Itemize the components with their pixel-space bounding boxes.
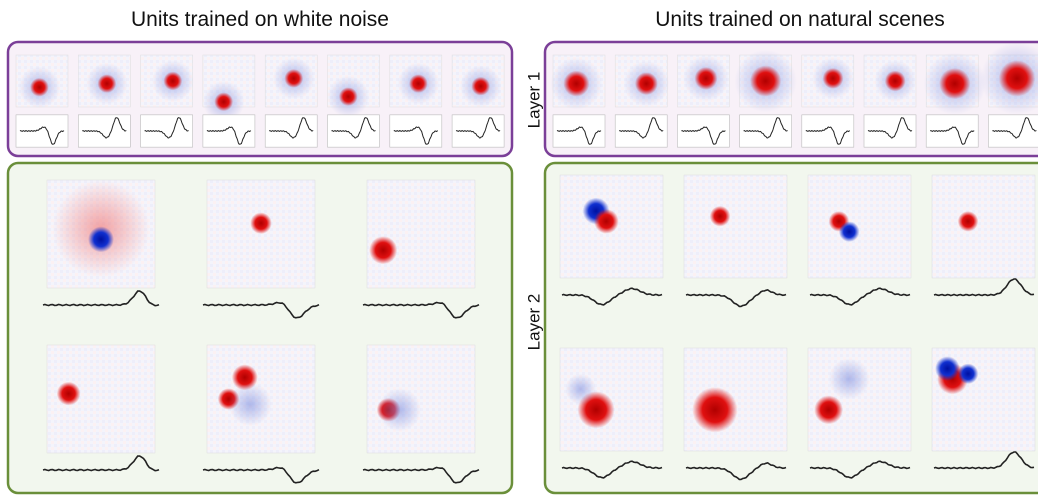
temporal-trace bbox=[202, 301, 320, 319]
rf-blob bbox=[214, 92, 234, 112]
receptive-field bbox=[807, 174, 912, 279]
temporal-trace bbox=[809, 460, 911, 479]
right-title: Units trained on natural scenes bbox=[655, 8, 945, 31]
rf-blob bbox=[97, 74, 117, 93]
rf-blob bbox=[694, 66, 718, 90]
rf-blob bbox=[939, 68, 971, 100]
temporal-trace bbox=[933, 278, 1035, 297]
rf-blob bbox=[828, 358, 870, 400]
rf-blob bbox=[634, 72, 658, 96]
layer2-box-right bbox=[543, 161, 1038, 495]
rf-blob bbox=[228, 382, 272, 426]
rf-blob bbox=[377, 388, 421, 432]
rf-blob bbox=[692, 387, 738, 433]
rf-blob bbox=[563, 70, 590, 97]
rf-blob bbox=[593, 208, 619, 234]
temporal-trace bbox=[362, 301, 480, 319]
rf-blob bbox=[957, 211, 979, 232]
receptive-field bbox=[366, 179, 476, 289]
rf-blob bbox=[471, 76, 491, 96]
rf-blob bbox=[30, 77, 49, 97]
temporal-trace bbox=[42, 290, 160, 307]
temporal-trace bbox=[42, 455, 160, 472]
rf-blob bbox=[884, 70, 906, 92]
temporal-trace bbox=[556, 126, 602, 145]
temporal-trace bbox=[867, 117, 913, 139]
temporal-trace bbox=[268, 117, 314, 139]
temporal-trace bbox=[805, 126, 851, 145]
temporal-trace bbox=[685, 462, 787, 481]
temporal-trace bbox=[144, 117, 189, 139]
layer1-box-left bbox=[6, 40, 514, 158]
rf-blob bbox=[369, 236, 398, 265]
rf-blob bbox=[409, 74, 428, 93]
temporal-trace bbox=[206, 126, 252, 145]
temporal-trace bbox=[331, 117, 376, 139]
temporal-trace bbox=[455, 117, 501, 139]
rf-blob bbox=[88, 226, 114, 253]
rf-blob bbox=[56, 381, 81, 406]
temporal-trace bbox=[618, 117, 664, 139]
rf-blob bbox=[284, 69, 304, 88]
rf-blob bbox=[822, 68, 844, 89]
rf-blob bbox=[250, 212, 272, 234]
rf-blob bbox=[565, 373, 597, 405]
rf-blob bbox=[998, 60, 1036, 97]
temporal-trace bbox=[393, 126, 439, 145]
temporal-trace bbox=[681, 126, 726, 145]
rf-blob bbox=[838, 221, 860, 242]
rf-blob bbox=[163, 71, 183, 91]
receptive-field bbox=[206, 179, 316, 289]
temporal-trace bbox=[929, 126, 975, 145]
rf-blob bbox=[935, 356, 960, 381]
temporal-trace bbox=[561, 287, 663, 306]
temporal-trace bbox=[362, 466, 480, 484]
temporal-trace bbox=[685, 289, 787, 308]
receptive-field bbox=[931, 174, 1036, 279]
temporal-trace bbox=[82, 117, 127, 139]
temporal-trace bbox=[19, 126, 65, 145]
rf-blob bbox=[814, 395, 844, 425]
layer1-label: Layer 1 bbox=[524, 72, 543, 129]
layer2-label: Layer 2 bbox=[524, 294, 543, 351]
temporal-trace bbox=[561, 460, 663, 479]
rf-blob bbox=[750, 65, 782, 97]
receptive-field bbox=[683, 174, 788, 279]
rf-blob bbox=[709, 205, 731, 227]
temporal-trace bbox=[809, 287, 911, 306]
temporal-trace bbox=[933, 451, 1035, 470]
left-title: Units trained on white noise bbox=[131, 8, 389, 31]
temporal-trace bbox=[743, 117, 788, 139]
temporal-trace bbox=[992, 117, 1037, 139]
rf-blob bbox=[957, 363, 979, 385]
rf-blob bbox=[338, 87, 358, 106]
temporal-trace bbox=[202, 466, 320, 484]
